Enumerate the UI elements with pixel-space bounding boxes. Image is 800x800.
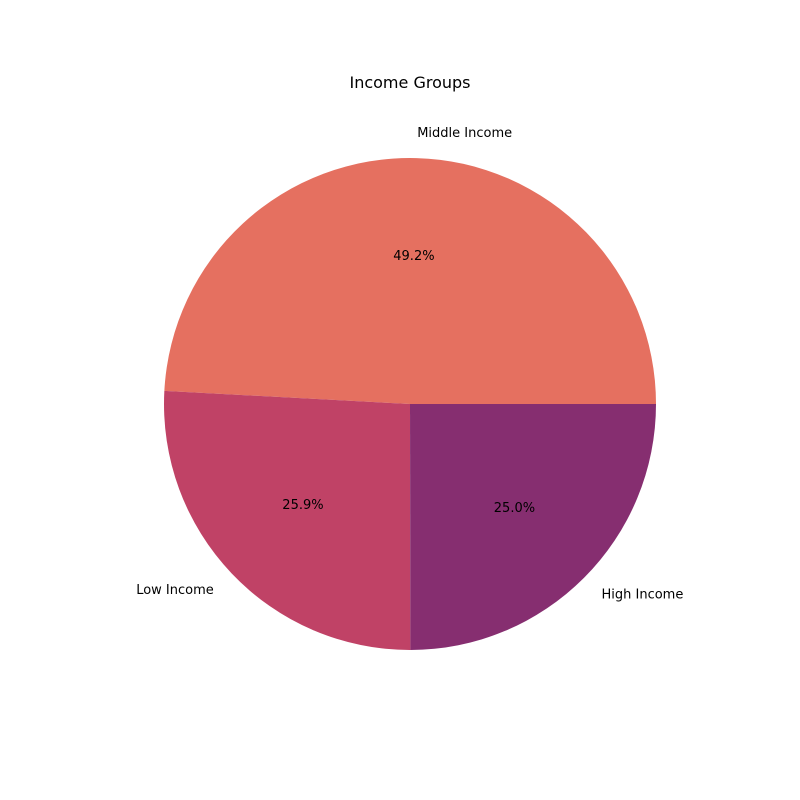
slice-percentage-label: 25.9% <box>282 498 323 513</box>
pie-slice-low-income <box>164 390 411 651</box>
slice-label: Middle Income <box>417 126 512 141</box>
slice-percentage-label: 25.0% <box>494 501 535 516</box>
slice-percentage-label: 49.2% <box>393 249 434 264</box>
chart-title: Income Groups <box>349 73 470 92</box>
slice-label: Low Income <box>136 583 214 598</box>
pie-slice-middle-income <box>164 158 657 404</box>
pie-labels: Middle Income 49.2% Low Income 25.9% High In… <box>136 126 683 603</box>
pie-slices <box>164 158 657 651</box>
pie-slice-high-income <box>410 404 656 650</box>
slice-label: High Income <box>601 588 683 603</box>
